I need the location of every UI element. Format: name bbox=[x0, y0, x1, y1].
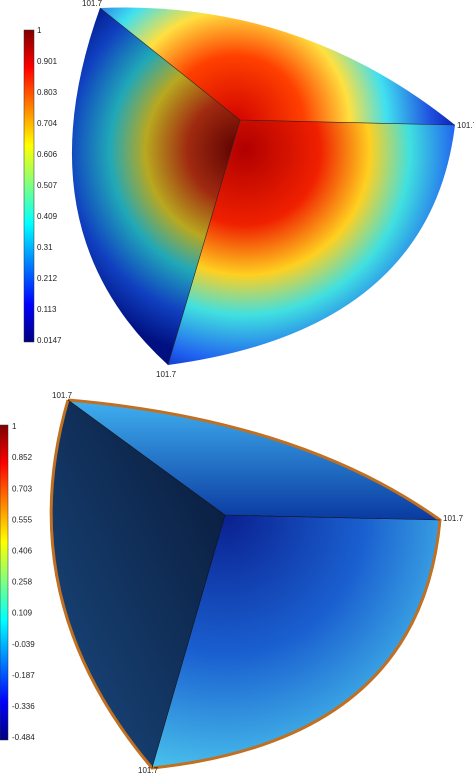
colorbar-tick-label: 0.109 bbox=[12, 609, 33, 618]
colorbar-tick-label: -0.039 bbox=[12, 640, 35, 649]
colorbar-tick-label: 0.803 bbox=[37, 88, 58, 97]
colorbar-tick-label: 0.901 bbox=[37, 57, 58, 66]
colorbar bbox=[0, 424, 9, 741]
edges bbox=[99, 7, 456, 366]
colorbar-tick-label: 0.606 bbox=[37, 150, 58, 159]
colorbar-tick-label: -0.484 bbox=[12, 733, 35, 742]
left-face bbox=[51, 400, 226, 768]
colorbar-tick-label: 0.31 bbox=[37, 243, 53, 252]
colorbar-tick-label: 0.555 bbox=[12, 515, 33, 524]
colorbar-tick-label: 0.409 bbox=[37, 212, 58, 221]
corner-label: 101.7 bbox=[82, 0, 103, 8]
corner-label: 101.7 bbox=[457, 121, 474, 130]
colorbar-tick-label: 0.0147 bbox=[37, 336, 62, 345]
colorbar-tick-label: 0.406 bbox=[12, 547, 33, 556]
right-face bbox=[168, 120, 455, 365]
corner-label: 101.7 bbox=[52, 391, 73, 400]
colorbar-tick-label: 0.507 bbox=[37, 181, 58, 190]
colorbar-tick-label: 0.258 bbox=[12, 578, 33, 587]
corner-label: 101.7 bbox=[156, 370, 177, 379]
colorbar-tick-label: 0.212 bbox=[37, 274, 58, 283]
rim bbox=[49, 398, 442, 770]
colorbar-tick-label: 1 bbox=[37, 26, 42, 35]
colorbar-tick-label: -0.336 bbox=[12, 702, 35, 711]
colorbar-tick-label: -0.187 bbox=[12, 671, 35, 680]
right-face bbox=[152, 515, 440, 768]
top-face bbox=[100, 7, 455, 125]
colorbar bbox=[23, 29, 35, 343]
corner-label: 101.7 bbox=[138, 766, 159, 775]
colorbar-tick-label: 0.704 bbox=[37, 119, 58, 128]
colorbar-tick-label: 0.852 bbox=[12, 453, 33, 462]
colorbar-tick-label: 0.703 bbox=[12, 484, 33, 493]
colorbar-tick-label: 0.113 bbox=[37, 305, 57, 314]
corner-label: 101.7 bbox=[443, 514, 464, 523]
top-face bbox=[68, 400, 440, 520]
colorbar-tick-label: 1 bbox=[12, 422, 17, 431]
left-face bbox=[71, 8, 241, 365]
edges bbox=[67, 399, 441, 769]
